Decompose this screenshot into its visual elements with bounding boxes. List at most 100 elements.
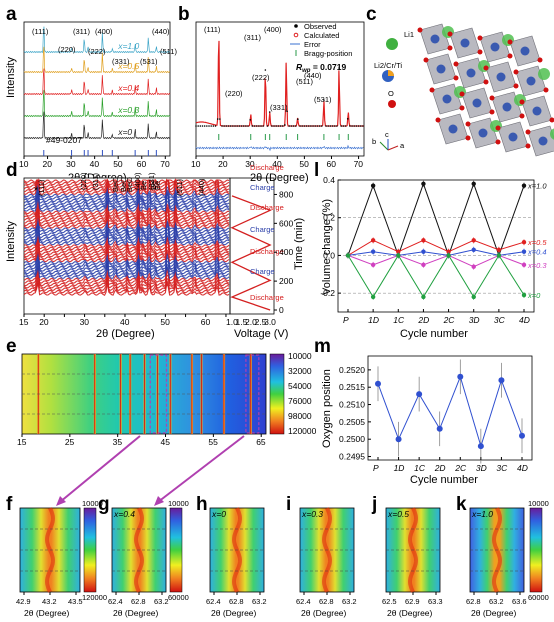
- peak-label: (440): [304, 71, 322, 80]
- axis-c-label: c: [385, 130, 389, 139]
- series-label: x=0.4: [117, 83, 139, 93]
- metal-atom: [538, 136, 548, 146]
- tick-label: 20: [39, 317, 49, 327]
- metal-atom: [526, 76, 536, 86]
- tick-label: 45: [161, 437, 171, 447]
- observed-point: [273, 125, 275, 127]
- observed-point: [338, 67, 340, 69]
- pattern-trace: [23, 260, 230, 275]
- panel-e-xticks: 15 25 35 45 55 65: [17, 434, 266, 447]
- observed-point: [234, 125, 236, 127]
- observed-point: [255, 125, 258, 127]
- axis-a-arrow: [387, 145, 399, 151]
- peak-label: (220): [79, 172, 88, 190]
- tick-label: 43.2: [42, 597, 57, 606]
- tick-label: 62.4: [206, 597, 221, 606]
- series-label: x=1.0: [117, 41, 139, 51]
- colorbar-max: 10000: [168, 499, 189, 508]
- peak-label: (400): [264, 25, 282, 34]
- observed-point: [292, 125, 295, 127]
- heatmap-peak: [201, 354, 202, 434]
- panel-d-ylabel: Intensity: [5, 221, 17, 262]
- pattern-trace: [23, 242, 230, 258]
- legend-calculated-marker: [293, 32, 299, 38]
- voltage-frame: [229, 177, 275, 315]
- oxygen-atom: [513, 69, 519, 75]
- panel-h-tag: x=0: [211, 509, 226, 519]
- series-line: [377, 375, 523, 448]
- error-trace: [195, 144, 364, 152]
- panel-b-frame: [195, 21, 365, 157]
- li1-atom: [550, 128, 554, 140]
- oxygen-atom: [537, 57, 543, 63]
- oxygen-atom: [489, 95, 495, 101]
- observed-point: [349, 125, 351, 127]
- colorbar-min: 120000: [82, 593, 107, 602]
- panel-l-xlabel: Cycle number: [400, 328, 468, 340]
- tick-label: 2D: [434, 463, 446, 473]
- observed-point: [268, 111, 271, 113]
- pattern-trace: [23, 219, 230, 234]
- panel-g-tag: x=0.4: [113, 509, 135, 519]
- colorbar-label: 98000: [288, 411, 312, 421]
- observed-point: [212, 125, 215, 127]
- tick-label: 1C: [393, 315, 405, 325]
- observed-point: [260, 125, 262, 127]
- data-point: [446, 249, 451, 254]
- data-point: [396, 253, 401, 258]
- voltage-profile: Discharge Charge Discharge Charge Discharge C…: [230, 163, 284, 311]
- oxygen-atom: [525, 129, 531, 135]
- heatmap-peak: [129, 354, 131, 434]
- panel-b-xticks: 10 20 30 40 50 60 70: [191, 156, 363, 169]
- panel-l-ylabel: Volume change (%): [321, 199, 333, 295]
- peak-label: (111): [37, 179, 46, 196]
- data-point: [521, 240, 527, 245]
- data-point: [521, 249, 527, 254]
- observed-point: [325, 125, 327, 127]
- tick-label: 63.2: [489, 597, 504, 606]
- time-label: Time (min): [293, 218, 305, 270]
- pattern-trace: [23, 203, 230, 217]
- legend-bragg: Bragg-position: [304, 49, 352, 58]
- tick-label: 20: [43, 159, 53, 169]
- oxygen-atom: [447, 45, 453, 51]
- data-point: [521, 183, 527, 188]
- oxygen-atom: [489, 109, 495, 115]
- panel-j-xlabel: 2θ (Degree): [387, 608, 433, 618]
- pattern-trace: [23, 190, 230, 205]
- panel-d-xlabel: 2θ (Degree): [96, 328, 155, 340]
- tick-label: 62.5: [382, 597, 397, 606]
- colorbar-label: 76000: [288, 396, 312, 406]
- series-line: [347, 239, 525, 256]
- tick-label: 3.0: [264, 317, 276, 327]
- observed-point: [242, 125, 245, 127]
- step-label: Discharge: [250, 203, 284, 212]
- colorbar-max: 10000: [82, 499, 103, 508]
- data-point: [370, 249, 376, 254]
- oxygen-atom: [507, 39, 513, 45]
- panel-a-ylabel: Intensity: [5, 57, 17, 98]
- panel-label-m: m: [314, 336, 331, 357]
- observed-point: [251, 125, 254, 127]
- panel-label-f: f: [6, 494, 13, 515]
- observed-point: [346, 118, 349, 120]
- pattern-trace: [23, 231, 230, 246]
- pattern-trace: [23, 196, 230, 212]
- tick-label: 3D: [469, 315, 480, 325]
- oxygen-atom: [453, 61, 459, 67]
- pattern-trace: [23, 179, 230, 184]
- metal-atom: [436, 64, 446, 74]
- peak-label: (220): [225, 89, 243, 98]
- tick-label: 50: [160, 317, 170, 327]
- li1-atom: [538, 68, 550, 80]
- legend-li2crti: Li2/Cr/Ti: [374, 61, 402, 70]
- oxygen-atom: [459, 91, 465, 97]
- tick-label: 4D: [519, 315, 530, 325]
- data-point: [521, 262, 527, 268]
- data-point: [416, 391, 423, 398]
- pattern-trace: [23, 209, 230, 224]
- metal-atom: [448, 124, 458, 134]
- peak-label: (220): [58, 45, 76, 54]
- step-label: Discharge: [250, 163, 284, 172]
